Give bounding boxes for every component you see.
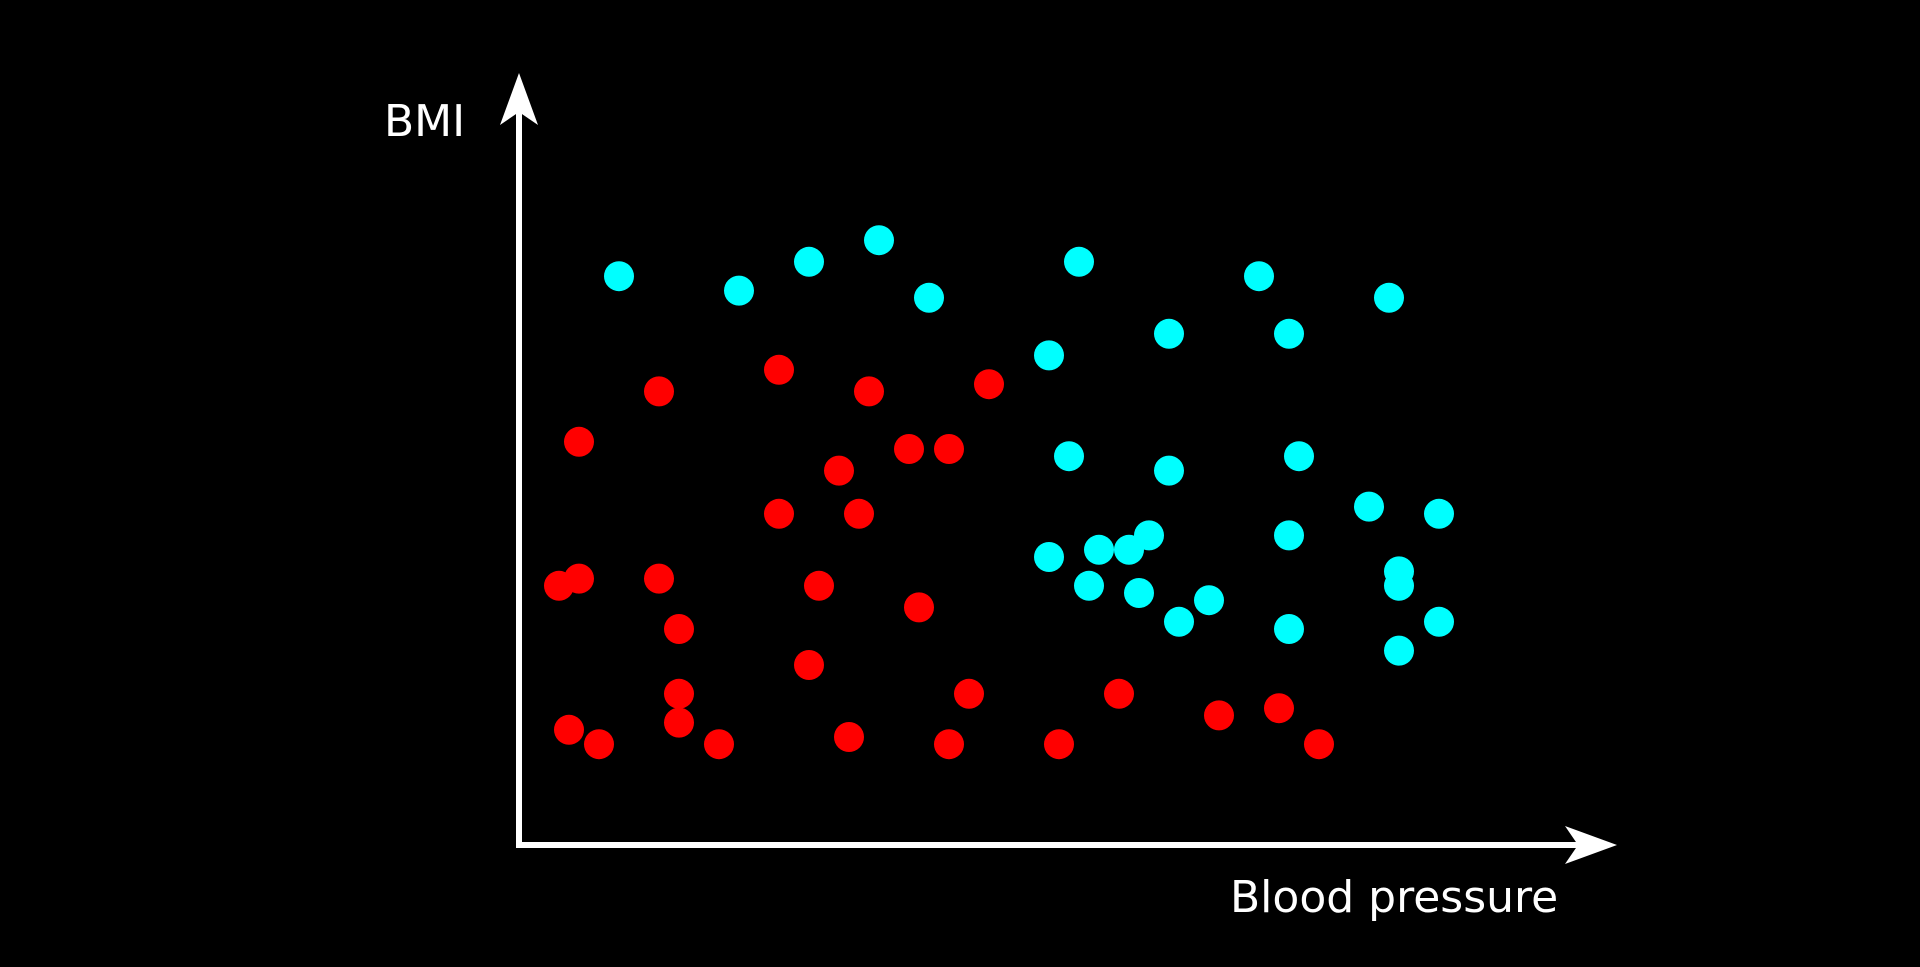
data-point-series-1-20: [954, 678, 984, 709]
y-axis-label: BMI: [384, 96, 465, 147]
data-point-series-2-4: [864, 225, 894, 256]
data-point-series-2-21: [1354, 491, 1384, 522]
data-point-series-2-11: [1374, 282, 1404, 313]
data-point-series-1-24: [584, 729, 614, 760]
data-point-series-2-18: [1124, 578, 1154, 608]
data-point-series-2-10: [1274, 318, 1304, 349]
data-point-series-2-17: [1074, 570, 1104, 601]
data-point-series-2-12: [1054, 441, 1084, 472]
data-point-series-1-14: [664, 614, 694, 644]
data-point-series-1-27: [934, 729, 964, 760]
data-point-series-1-25: [704, 729, 734, 760]
data-point-series-1-10: [894, 434, 924, 464]
data-point-series-1-9: [824, 455, 854, 486]
data-point-series-2-27: [1164, 606, 1194, 637]
data-point-series-1-19: [664, 707, 694, 738]
data-point-series-2-7: [1034, 340, 1064, 371]
data-point-series-1-26: [834, 722, 864, 752]
data-point-series-1-4: [854, 376, 884, 407]
data-point-series-1-28: [1044, 729, 1074, 760]
data-point-series-1-11: [844, 498, 874, 529]
data-point-series-2-9: [1244, 261, 1274, 292]
data-point-series-1-1: [564, 426, 594, 457]
data-point-series-1-2: [644, 376, 674, 407]
data-point-series-2-13: [1154, 455, 1184, 486]
points-layer: [544, 225, 1454, 760]
data-point-series-2-1: [604, 261, 634, 292]
data-point-series-2-6: [1064, 246, 1094, 277]
data-point-series-2-29: [1424, 606, 1454, 637]
data-point-series-2-28: [1194, 585, 1224, 616]
data-point-series-2-19: [1134, 520, 1164, 551]
data-point-series-2-8: [1154, 318, 1184, 349]
data-point-series-1-23: [1264, 693, 1294, 724]
data-point-series-1-30: [1304, 729, 1334, 760]
data-point-series-2-2: [724, 275, 754, 306]
data-point-series-2-22: [1424, 498, 1454, 529]
data-point-series-1-12: [934, 434, 964, 464]
data-point-series-2-15: [1084, 534, 1114, 565]
data-point-series-1-22: [1104, 678, 1134, 709]
data-point-series-2-25: [1384, 635, 1414, 666]
data-point-series-2-26: [1034, 542, 1064, 572]
data-point-series-2-20: [1274, 520, 1304, 551]
data-point-series-2-24: [1274, 614, 1304, 644]
data-point-series-1-16: [904, 592, 934, 623]
data-point-series-1-8: [644, 563, 674, 594]
data-point-series-1-18: [794, 650, 824, 680]
y-axis-arrow-icon: [500, 73, 538, 125]
data-point-series-1-29: [1204, 700, 1234, 731]
data-point-series-1-5: [974, 369, 1004, 400]
data-point-series-1-17: [664, 678, 694, 709]
data-point-series-2-5: [914, 282, 944, 313]
data-point-series-1-21: [554, 714, 584, 745]
data-point-series-2-14: [1284, 441, 1314, 472]
data-point-series-1-6: [764, 498, 794, 529]
data-point-series-1-15: [804, 570, 834, 601]
data-point-series-2-3: [794, 246, 824, 277]
data-point-series-2-30: [1384, 570, 1414, 601]
x-axis-arrow-icon: [1565, 826, 1617, 864]
data-point-series-1-3: [764, 354, 794, 385]
x-axis-label: Blood pressure: [1230, 872, 1558, 923]
data-point-series-1-13: [544, 570, 574, 601]
